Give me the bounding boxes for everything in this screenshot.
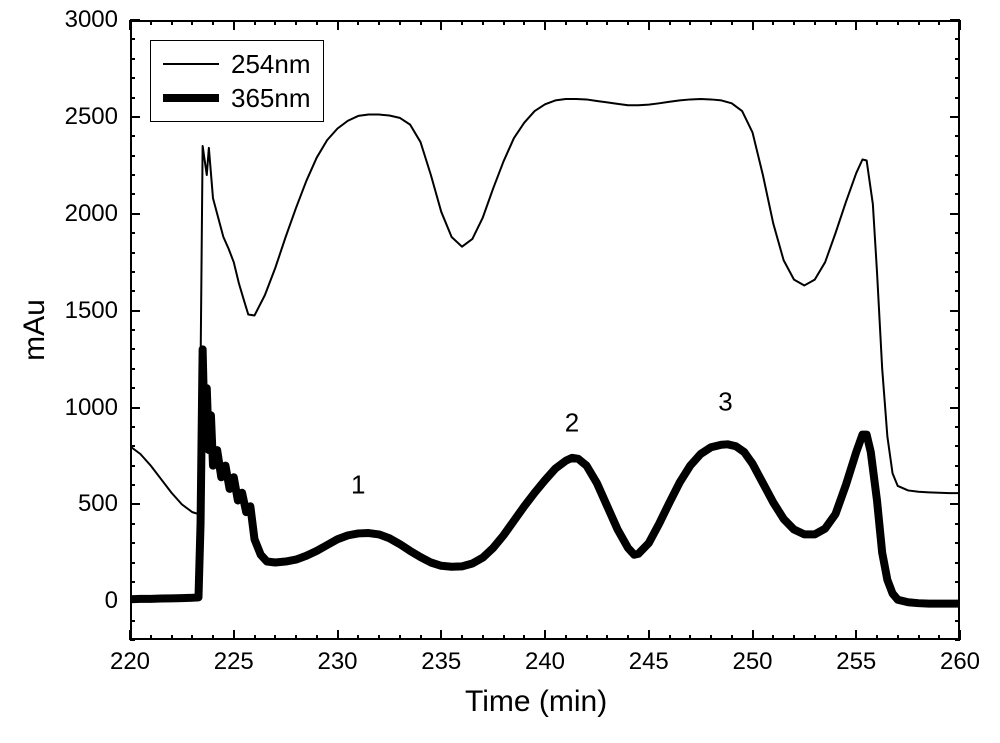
chromatogram-figure: mAu Time (min) 254nm 365nm 2202252302352… (0, 0, 1000, 743)
series-365nm (130, 349, 960, 603)
series-layer (0, 0, 1000, 743)
peak-label-3: 3 (718, 386, 732, 417)
peak-label-1: 1 (351, 470, 365, 501)
series-254nm (130, 99, 960, 514)
peak-label-2: 2 (565, 408, 579, 439)
